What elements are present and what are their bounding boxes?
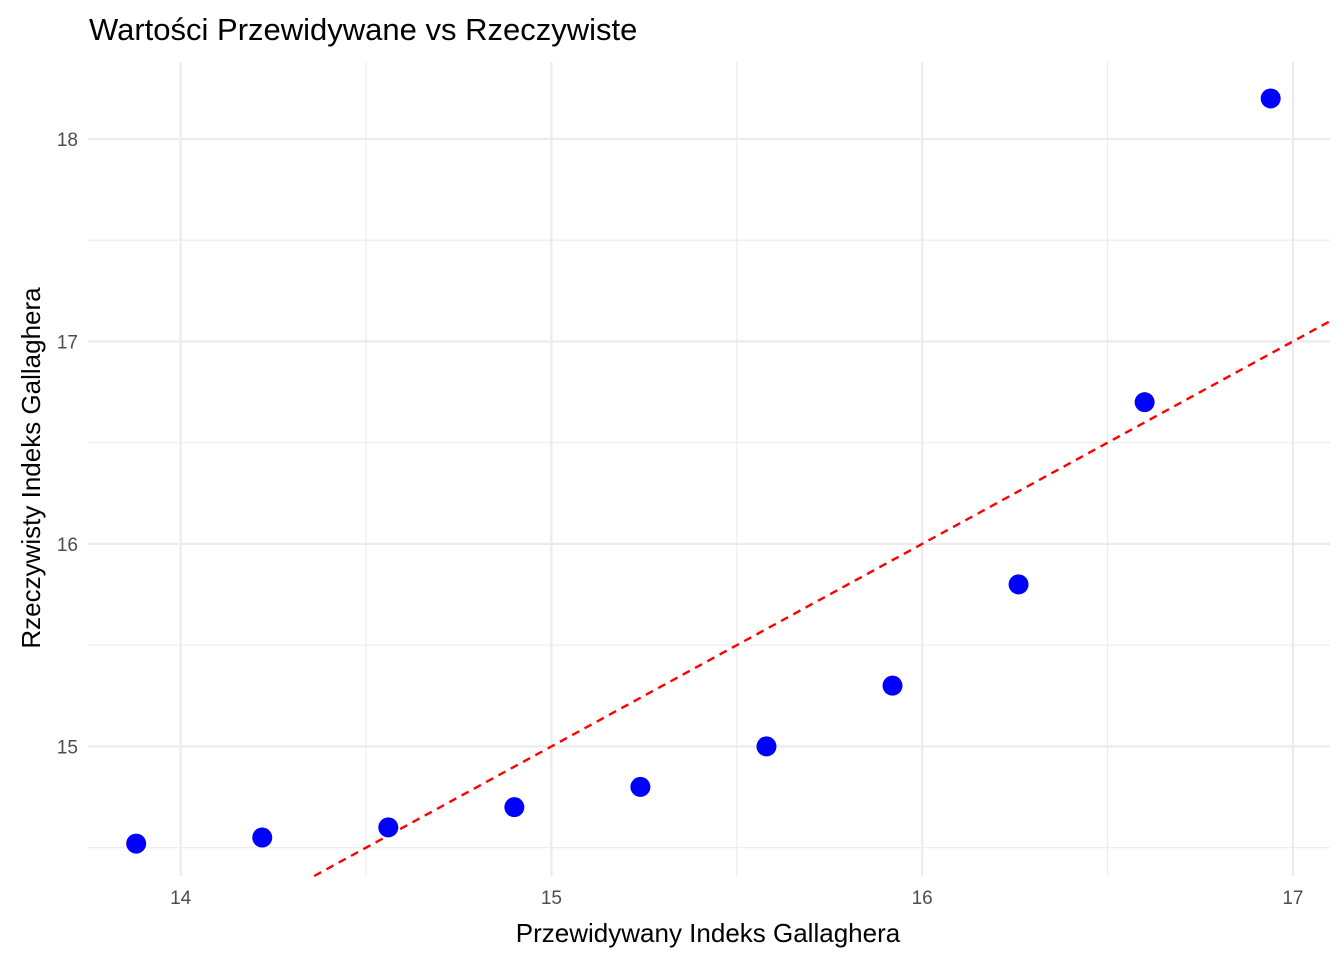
data-point	[756, 736, 777, 757]
y-tick-label: 16	[57, 535, 78, 556]
x-tick-label: 17	[1282, 888, 1303, 909]
data-point	[378, 817, 399, 838]
y-tick-label: 18	[57, 130, 78, 151]
y-tick-label: 17	[57, 332, 78, 353]
reference-line	[313, 320, 1331, 878]
grid	[88, 62, 1330, 876]
reference-line-layer	[313, 320, 1331, 878]
x-tick-label: 16	[912, 888, 933, 909]
x-axis-title: Przewidywany Indeks Gallaghera	[516, 918, 901, 948]
y-tick-label: 15	[57, 737, 78, 758]
data-points	[126, 88, 1281, 854]
data-point	[882, 675, 903, 696]
data-point	[252, 827, 273, 848]
chart-title: Wartości Przewidywane vs Rzeczywiste	[89, 12, 637, 47]
x-tick-label: 14	[170, 888, 192, 909]
data-point	[504, 797, 525, 818]
data-point	[1260, 88, 1281, 109]
data-point	[126, 833, 147, 854]
x-tick-label: 15	[541, 888, 562, 909]
y-axis-title: Rzeczywisty Indeks Gallaghera	[16, 287, 46, 649]
tick-labels: 14 15 16 17 15 16 17 18	[57, 130, 1304, 909]
data-point	[630, 776, 651, 797]
data-point	[1134, 392, 1155, 413]
data-point	[1008, 574, 1029, 595]
